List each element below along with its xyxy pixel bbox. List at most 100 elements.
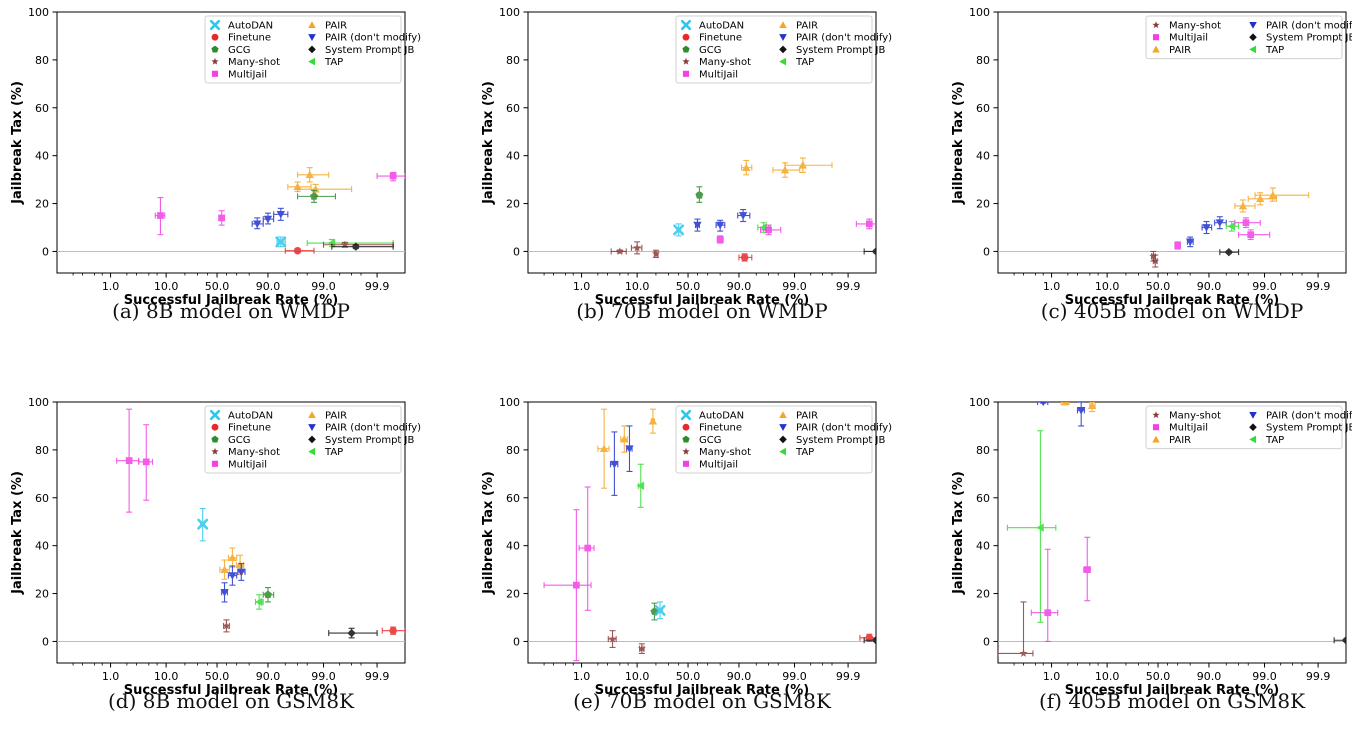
legend-marker (1249, 423, 1257, 431)
point-marker (1238, 201, 1248, 210)
data-point (1214, 216, 1227, 230)
x-tick-label: 50.0 (676, 280, 701, 293)
x-tick-label: 99.0 (782, 670, 807, 683)
y-tick-label: 80 (506, 54, 520, 67)
legend-marker (1152, 424, 1160, 431)
x-tick-label: 90.0 (256, 280, 281, 293)
legend-marker (1152, 45, 1160, 53)
data-point (863, 247, 876, 256)
legend-label: MultiJail (699, 69, 738, 80)
y-tick-label: 60 (35, 102, 49, 115)
legend-marker (680, 409, 692, 421)
point-marker (1227, 222, 1236, 231)
legend-label: PAIR (don't modify) (325, 423, 421, 434)
legend-label: Finetune (228, 423, 271, 434)
point-marker (197, 518, 209, 530)
data-point (578, 486, 595, 611)
x-axis-label: Successful Jailbreak Rate (%) (1065, 293, 1279, 308)
data-point (1185, 236, 1195, 248)
x-tick-label: 90.0 (727, 280, 752, 293)
y-tick-label: 20 (35, 588, 49, 601)
legend-item: AutoDAN (680, 19, 744, 32)
point-marker (253, 220, 262, 229)
x-tick-label: 10.0 (1095, 280, 1120, 293)
point-marker (222, 621, 231, 630)
panel-caption: (f) 405B model on GSM8K (1039, 689, 1306, 713)
data-points (154, 167, 405, 255)
legend-item: PAIR (1152, 435, 1191, 446)
y-tick-label: 0 (513, 635, 520, 648)
legend-item: System Prompt JB (779, 435, 885, 446)
y-tick-label: 60 (35, 492, 49, 505)
legend-label: PAIR (don't modify) (1266, 411, 1352, 422)
point-marker (228, 572, 237, 580)
point-marker (1341, 636, 1346, 645)
legend-box (1145, 405, 1343, 450)
point-marker (347, 628, 356, 638)
legend-item: MultiJail (211, 459, 267, 470)
legend-item: MultiJail (1152, 423, 1208, 434)
point-marker (608, 634, 617, 643)
legend-marker (1249, 45, 1257, 54)
x-tick-label: 1.0 (573, 280, 591, 293)
legend-label: MultiJail (228, 459, 267, 470)
point-marker (865, 220, 873, 228)
y-tick-label: 100 (499, 6, 520, 19)
x-tick-label: 99.0 (1252, 280, 1277, 293)
point-marker (1149, 252, 1158, 260)
legend-marker (308, 411, 316, 419)
legend-label: PAIR (325, 411, 347, 422)
data-point (759, 224, 782, 236)
legend-marker (682, 57, 690, 65)
point-marker (389, 626, 397, 635)
data-point (1225, 220, 1240, 232)
y-tick-label: 20 (506, 198, 520, 211)
point-marker (1256, 194, 1265, 203)
point-marker (305, 170, 314, 179)
legend-label: TAP (324, 57, 343, 68)
point-marker (740, 253, 749, 262)
y-tick-label: 20 (506, 588, 520, 601)
legend-label: System Prompt JB (325, 435, 414, 446)
y-tick-label: 100 (969, 6, 990, 19)
data-point (218, 210, 226, 226)
data-point (154, 197, 166, 236)
point-marker (1185, 238, 1195, 247)
legend-item: TAP (308, 447, 343, 458)
legend-item: System Prompt JB (308, 45, 414, 56)
point-marker (584, 544, 592, 552)
data-point (620, 425, 629, 453)
data-point (625, 425, 634, 472)
legend-marker (682, 70, 690, 77)
y-tick-label: 80 (506, 444, 520, 457)
legend-label: PAIR (don't modify) (796, 33, 892, 44)
legend-label: AutoDAN (228, 411, 273, 422)
x-tick-label: 1.0 (1043, 280, 1061, 293)
data-points (543, 408, 876, 662)
legend-marker (308, 45, 316, 54)
point-marker (693, 221, 702, 230)
data-point (1006, 430, 1057, 623)
data-point (636, 463, 645, 508)
legend-label: System Prompt JB (1266, 33, 1352, 44)
y-tick-label: 60 (976, 492, 990, 505)
y-tick-label: 40 (506, 150, 520, 163)
point-marker (275, 236, 287, 248)
point-marker (695, 190, 704, 199)
data-point (716, 235, 724, 244)
data-point (1083, 536, 1091, 602)
legend-item: Many-shot (211, 447, 280, 458)
data-point (328, 627, 378, 639)
x-axis-label: Successful Jailbreak Rate (%) (595, 293, 809, 308)
legend-marker (779, 45, 787, 54)
point-marker (615, 247, 624, 255)
data-point (673, 223, 685, 237)
legend-label: Many-shot (1169, 411, 1221, 422)
legend-label: PAIR (don't modify) (796, 423, 892, 434)
legend-label: System Prompt JB (325, 45, 414, 56)
data-point (227, 547, 238, 568)
x-tick-label: 10.0 (154, 280, 179, 293)
data-point (1151, 254, 1160, 268)
